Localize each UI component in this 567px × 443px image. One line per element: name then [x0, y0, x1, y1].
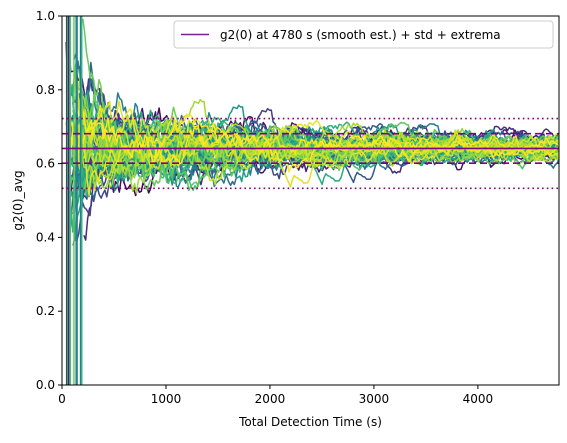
legend: g2(0) at 4780 s (smooth est.) + std + ex… — [173, 20, 554, 49]
y-tick-label: 0.4 — [36, 230, 55, 244]
legend-box — [173, 20, 554, 49]
x-axis: 0 1000 2000 3000 4000 — [58, 385, 493, 406]
plot-frame — [61, 15, 560, 386]
x-tick-label: 3000 — [359, 392, 390, 406]
plot-background — [62, 16, 559, 385]
series-line — [67, 118, 559, 173]
legend-label: g2(0) at 4780 s (smooth est.) + std + ex… — [220, 28, 501, 42]
x-tick-label: 1000 — [151, 392, 182, 406]
y-tick-label: 1.0 — [36, 9, 55, 23]
y-axis-label: g2(0)_avg — [11, 170, 25, 230]
series-line — [73, 68, 559, 170]
y-tick-label: 0.0 — [36, 378, 55, 392]
y-tick-label: 0.6 — [36, 157, 55, 171]
x-tick-label: 0 — [58, 392, 66, 406]
x-tick-label: 4000 — [463, 392, 494, 406]
series-line — [72, 104, 559, 164]
x-axis-label: Total Detection Time (s) — [238, 415, 382, 429]
reference-lines — [62, 117, 559, 190]
y-tick-label: 0.8 — [36, 83, 55, 97]
x-tick-label: 2000 — [255, 392, 286, 406]
y-axis: 0.0 0.2 0.4 0.6 0.8 1.0 — [36, 9, 62, 392]
y-tick-label: 0.2 — [36, 304, 55, 318]
